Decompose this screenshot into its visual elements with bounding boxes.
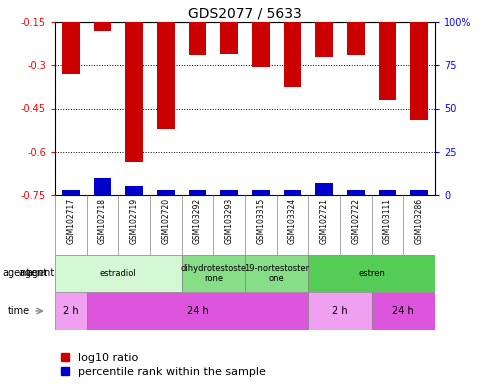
Bar (94, 22, 111, 31)
Text: GSM102720: GSM102720 (161, 198, 170, 244)
Text: estradiol: estradiol (100, 269, 137, 278)
Bar (55, 255, 182, 292)
Bar (182, 255, 245, 292)
Text: GSM103292: GSM103292 (193, 198, 202, 244)
Bar (189, 22, 206, 55)
Text: GSM103324: GSM103324 (288, 198, 297, 244)
Text: 2 h: 2 h (332, 306, 348, 316)
Bar (62, 190, 80, 195)
Bar (55, 292, 86, 330)
Legend: log10 ratio, percentile rank within the sample: log10 ratio, percentile rank within the … (60, 353, 266, 377)
Text: GSM103286: GSM103286 (415, 198, 424, 244)
Bar (315, 183, 333, 195)
Bar (126, 186, 143, 195)
Bar (94, 178, 111, 195)
Bar (379, 190, 396, 195)
Text: GSM102719: GSM102719 (129, 198, 139, 244)
Title: GDS2077 / 5633: GDS2077 / 5633 (188, 7, 302, 21)
Text: agent: agent (2, 268, 30, 278)
Text: GSM102722: GSM102722 (351, 198, 360, 244)
Bar (315, 22, 333, 56)
Text: GSM103293: GSM103293 (225, 198, 234, 244)
Bar (189, 190, 206, 195)
Text: GSM102717: GSM102717 (66, 198, 75, 244)
Bar (252, 22, 270, 67)
Bar (308, 255, 435, 292)
Text: 24 h: 24 h (186, 306, 208, 316)
Bar (411, 22, 428, 120)
Bar (220, 22, 238, 54)
Bar (379, 22, 396, 100)
Text: agent: agent (19, 268, 50, 278)
Text: GSM102718: GSM102718 (98, 198, 107, 244)
Bar (308, 292, 371, 330)
Bar (411, 190, 428, 195)
Bar (284, 22, 301, 87)
Bar (126, 22, 143, 162)
Bar (220, 190, 238, 195)
Text: GSM103315: GSM103315 (256, 198, 265, 244)
Bar (157, 190, 174, 195)
Bar (347, 22, 365, 55)
Text: 19-nortestoster
one: 19-nortestoster one (244, 264, 309, 283)
Text: GSM102721: GSM102721 (320, 198, 328, 244)
Bar (62, 22, 80, 74)
Bar (245, 255, 308, 292)
Text: 2 h: 2 h (63, 306, 79, 316)
Bar (252, 190, 270, 195)
Bar (284, 190, 301, 195)
Bar (347, 190, 365, 195)
Text: time: time (8, 306, 30, 316)
Bar (157, 22, 174, 129)
Bar (371, 292, 435, 330)
Text: GSM103111: GSM103111 (383, 198, 392, 244)
Bar (86, 292, 308, 330)
Text: estren: estren (358, 269, 385, 278)
Text: agent: agent (27, 268, 55, 278)
Text: dihydrotestoste
rone: dihydrotestoste rone (180, 264, 246, 283)
Text: 24 h: 24 h (393, 306, 414, 316)
